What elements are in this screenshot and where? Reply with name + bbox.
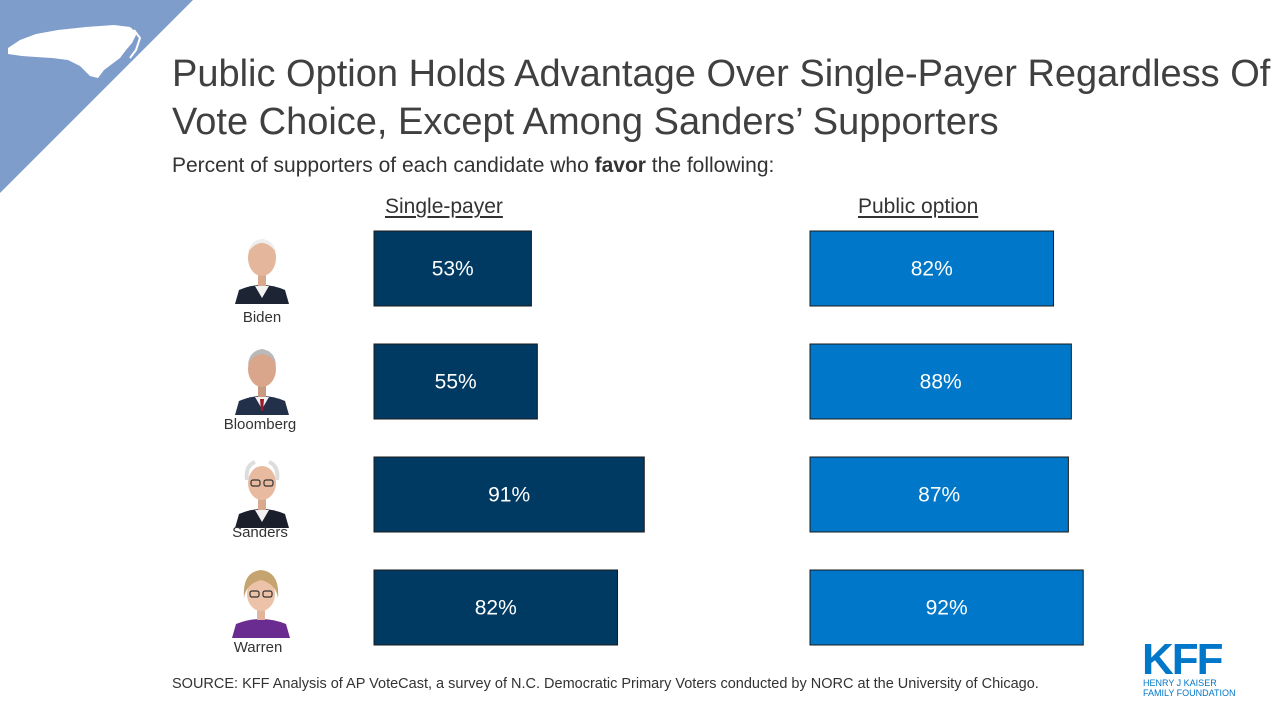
kff-logo-line2: FAMILY FOUNDATION xyxy=(1143,688,1236,698)
chart-subtitle: Percent of supporters of each candidate … xyxy=(172,154,774,178)
public-option-header: Public option xyxy=(858,195,979,218)
kff-logo-line1: HENRY J KAISER xyxy=(1143,678,1217,688)
single-payer-bar xyxy=(373,343,538,420)
kff-logo: KFF HENRY J KAISER FAMILY FOUNDATION xyxy=(1142,636,1236,698)
public-option-bar xyxy=(809,456,1069,533)
bloomberg-portrait-icon xyxy=(235,349,289,415)
bar-value-label: 87% xyxy=(918,484,960,507)
bar-value-label: 88% xyxy=(920,371,962,394)
subtitle-text-before: Percent of supporters of each candidate … xyxy=(172,154,595,177)
kff-logo-mark: KFF xyxy=(1142,636,1223,684)
corner-banner xyxy=(0,0,193,193)
single-payer-header: Single-payer xyxy=(385,195,503,218)
chart-title: Public Option Holds Advantage Over Singl… xyxy=(172,53,1271,143)
bar-value-label: 55% xyxy=(435,371,477,394)
warren-portrait-icon xyxy=(232,570,290,638)
bar-value-label: 92% xyxy=(926,597,968,620)
north-carolina-map-icon xyxy=(8,25,142,78)
public-option-bar xyxy=(809,343,1072,420)
source-note: SOURCE: KFF Analysis of AP VoteCast, a s… xyxy=(172,676,1039,692)
single-payer-bar xyxy=(373,230,532,307)
candidate-name: Bloomberg xyxy=(223,416,297,433)
subtitle-text-after: the following: xyxy=(645,154,775,177)
bar-value-label: 82% xyxy=(475,597,517,620)
candidate-name: Sanders xyxy=(232,524,288,541)
single-payer-bar xyxy=(373,456,645,533)
bar-value-label: 53% xyxy=(432,258,474,281)
state-label: NC xyxy=(70,30,102,53)
subtitle-emphasis: favor xyxy=(594,154,646,177)
candidate-name: Biden xyxy=(242,309,282,326)
public-option-bar xyxy=(809,569,1084,646)
sanders-portrait-icon xyxy=(235,460,289,528)
candidate-name: Warren xyxy=(233,639,283,656)
biden-portrait-icon xyxy=(235,239,289,304)
public-option-bar xyxy=(809,230,1055,307)
bar-value-label: 82% xyxy=(911,258,953,281)
single-payer-bar xyxy=(373,569,619,646)
bar-value-label: 91% xyxy=(488,484,530,507)
